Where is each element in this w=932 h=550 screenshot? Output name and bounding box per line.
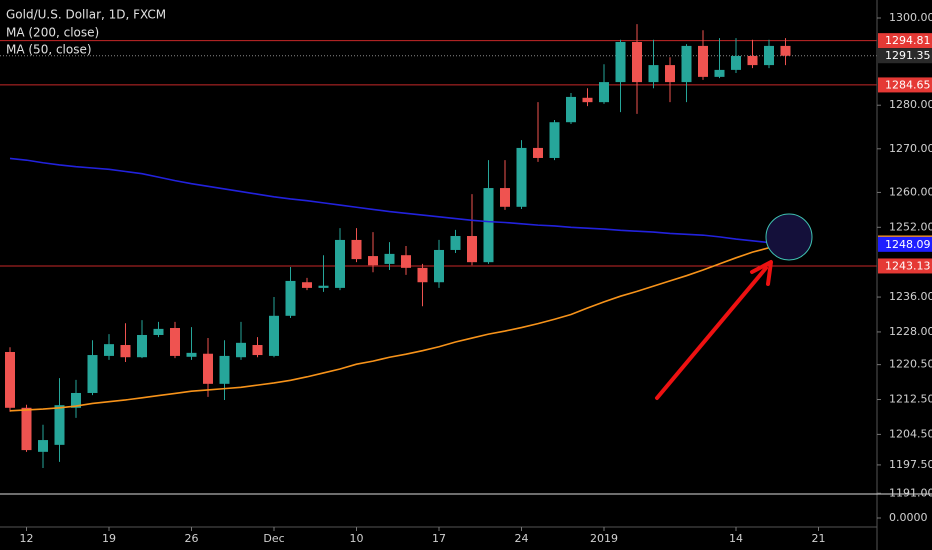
candle-body [698,45,708,77]
candle-body [335,239,345,288]
candle-body [54,405,65,445]
price-tag [878,48,932,64]
highlight-circle [765,213,813,261]
candle-body [549,122,560,158]
candle-body [401,255,411,268]
overlay: 1300.00 1280.00 1270.00 1260.00 1252.00 1236.… [6,11,932,545]
price-tag [878,236,932,252]
y-tick-label: 1270.00 [889,142,932,155]
lower-tick-label: 0.0000 [889,511,928,524]
x-tick-label: 2019 [590,532,618,545]
y-tick-label: 1191.00 [889,486,932,499]
candle-body [219,355,230,384]
y-tick-label: 1204.50 [889,427,932,440]
legend-entry: MA (50, close) [6,43,92,57]
candle-body [302,282,312,288]
price-tag-label: 1243.13 [885,259,931,272]
candle-body [104,344,114,356]
candle-body [236,342,246,358]
candle-body [632,41,642,83]
candle-body [38,440,48,452]
candle-body [533,147,543,158]
y-tick-label: 1212.50 [889,393,932,406]
candle-body [731,55,741,70]
y-tick-label: 1236.00 [889,290,932,303]
candle-body [434,249,444,283]
candle-body [21,407,32,451]
x-tick-label: 10 [350,532,364,545]
candle-body [5,351,15,408]
candle-body [516,147,527,207]
y-tick-label: 1252.00 [889,220,932,233]
x-tick-label: Dec [263,532,284,545]
candle-body [269,315,279,356]
price-tag-label: 1248.09 [885,238,931,251]
candle-body [665,65,675,83]
y-tick-label: 1280.00 [889,98,932,111]
price-tag-label: 1294.81 [885,34,931,47]
candle-body [285,280,296,316]
annotation-arrow [655,266,768,400]
x-tick-label: 19 [102,532,116,545]
candle-body [384,253,395,264]
candle-body [417,267,428,283]
candle-body [137,334,147,358]
price-tag [878,77,932,93]
ma-line [9,157,786,246]
candle-body [87,355,98,393]
plot [0,24,877,468]
candle-body [71,392,81,408]
annotation-arrowhead [750,260,773,286]
legend-entry: MA (200, close) [6,26,99,40]
candle-body [351,239,362,260]
y-tick-label: 1228.00 [889,325,932,338]
y-tick-label: 1197.50 [889,458,932,471]
candle-body [714,69,725,77]
x-tick-label: 17 [432,532,446,545]
candle-body [747,55,758,66]
price-tag [878,258,932,274]
candle-body [615,41,626,83]
x-tick-label: 21 [812,532,826,545]
y-tick-label: 1300.00 [889,11,932,24]
x-tick-label: 12 [20,532,34,545]
price-tag-label: 1291.35 [885,49,931,62]
candle-body [252,345,263,356]
candle-body [186,352,197,357]
chart-title: Gold/U.S. Dollar, 1D, FXCM [6,8,166,22]
ma-line [9,242,786,412]
y-tick-label: 1220.50 [889,358,932,371]
candle-body [566,96,576,123]
candle-body [450,236,461,250]
candle-body [648,65,659,83]
candle-body [681,45,692,83]
candle-body [764,45,774,66]
x-tick-label: 14 [729,532,743,545]
y-tick-label: 1260.00 [889,185,932,198]
candle-body [120,345,131,358]
candle-body [368,256,378,266]
candle-body [153,328,164,335]
candle-body [780,45,791,56]
x-tick-label: 24 [515,532,529,545]
candle-body [483,188,494,263]
candle-body [203,353,213,384]
candle-body [467,236,477,263]
x-tick-label: 26 [185,532,199,545]
candle-body [318,285,329,288]
candle-body [582,97,593,103]
candle-body [599,82,609,103]
candle-body [170,328,180,356]
candle-body [500,188,510,207]
price-tag [878,33,932,49]
price-tag-label: 1284.65 [885,78,931,91]
